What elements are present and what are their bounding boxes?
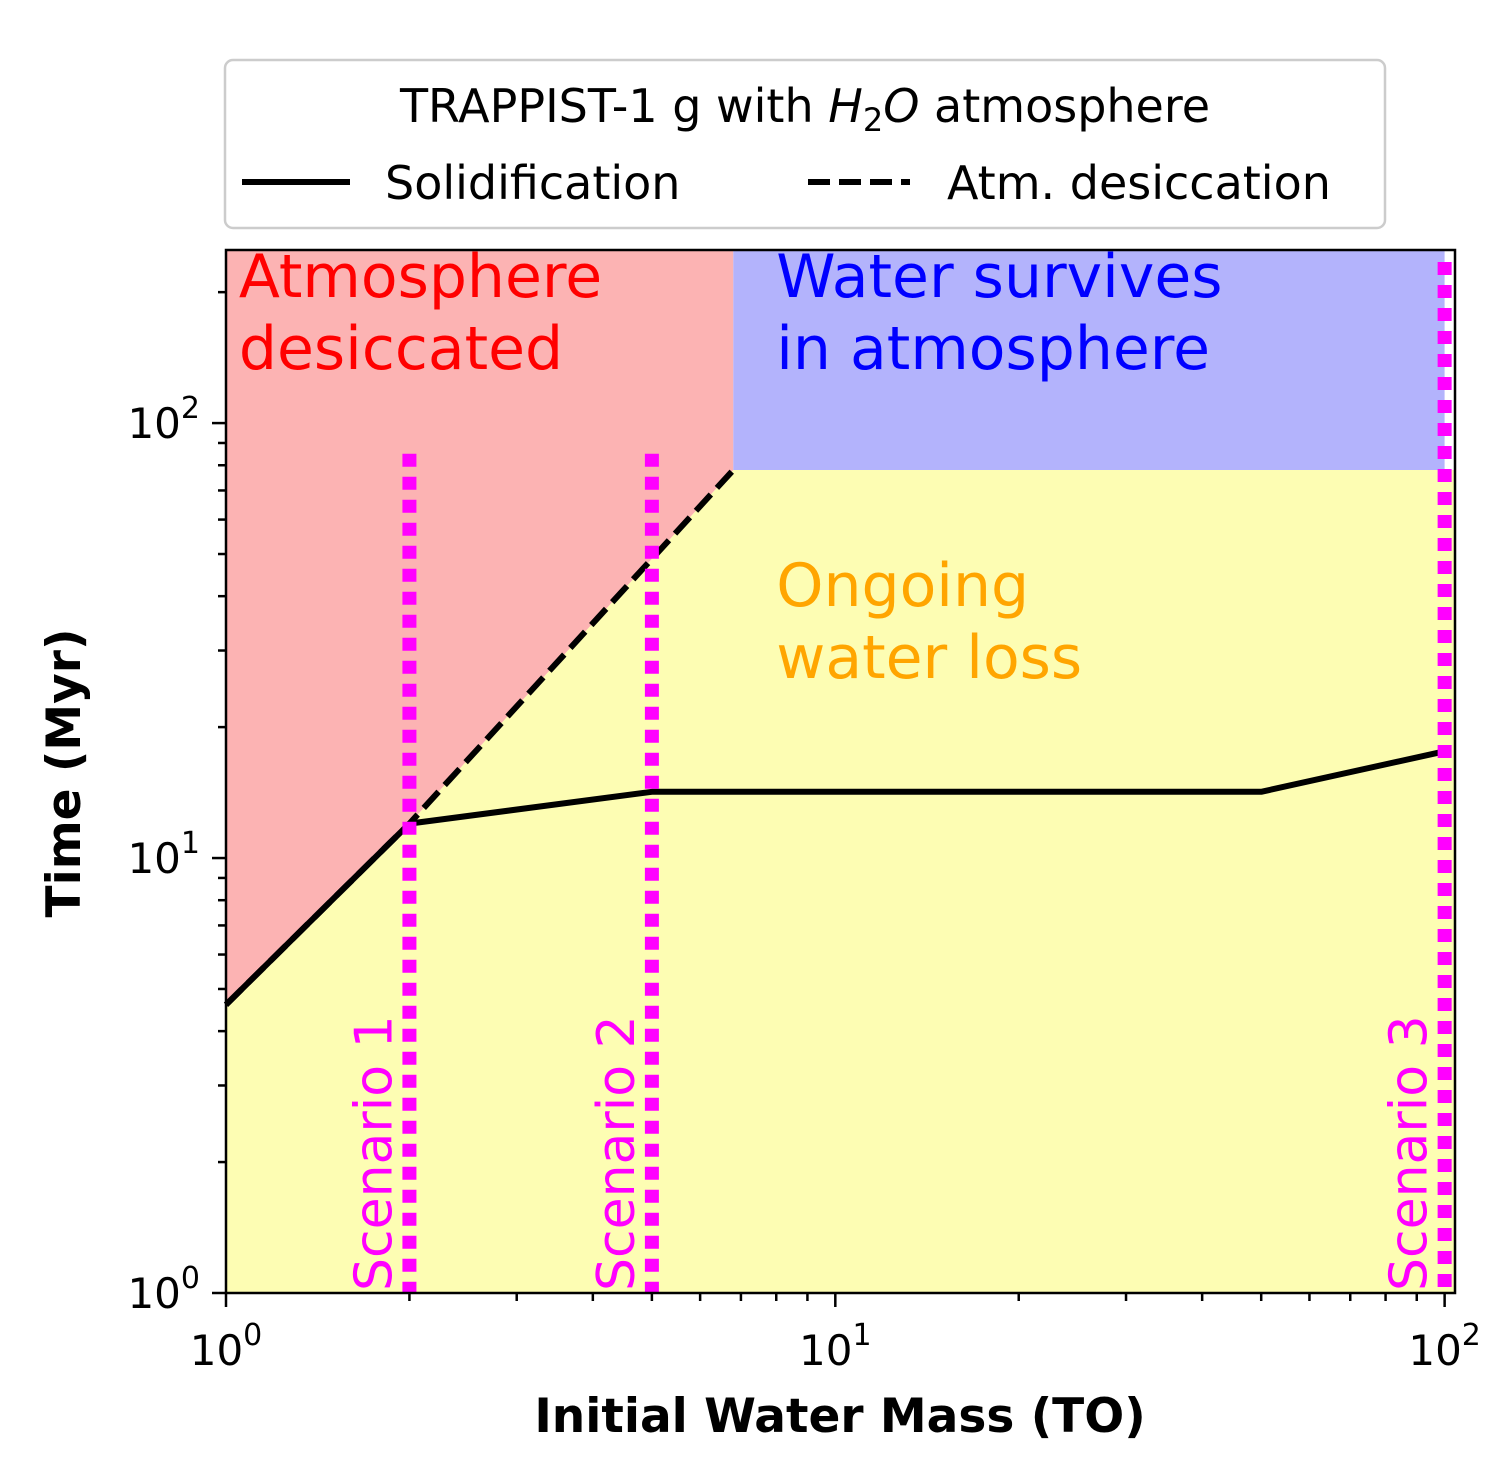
scenario-2-label: Scenario 2	[587, 1015, 647, 1291]
legend-title-math-sub: 2	[863, 101, 883, 139]
y-tick-exp-1: 1	[181, 826, 200, 861]
legend-title-math-h: H	[828, 79, 863, 133]
region-2	[226, 470, 1455, 1293]
region-labels-layer: Atmosphere desiccated Water survives in atm…	[239, 242, 1223, 693]
x-tick-base-1: 10	[799, 1326, 852, 1375]
scenario-1-label: Scenario 1	[344, 1015, 404, 1291]
scenario-3-label: Scenario 3	[1380, 1015, 1440, 1291]
x-tick-exp-2: 2	[1462, 1318, 1481, 1353]
legend-title-post: atmosphere	[919, 79, 1210, 133]
plot-frame	[224, 248, 1457, 1295]
y-tick-exp-2: 2	[181, 391, 200, 426]
x-axis-label: Initial Water Mass (TO)	[534, 1389, 1145, 1444]
y-axis-label: Time (Myr)	[37, 629, 92, 918]
region-label-1-line-1: in atmosphere	[776, 314, 1210, 384]
legend-title: TRAPPIST-1 g with H2O atmosphere	[399, 79, 1210, 139]
y-tick-exp-0: 0	[181, 1261, 200, 1296]
x-tick-label-0: 100	[190, 1318, 263, 1375]
y-tick-label-1: 101	[127, 826, 200, 883]
y-tick-label-2: 102	[127, 391, 200, 448]
y-tick-base-1: 10	[127, 834, 180, 883]
region-label-2: Ongoing water loss	[776, 551, 1082, 693]
legend-entry-solidification: Solidification	[385, 156, 680, 210]
region-label-0-line-1: desiccated	[239, 314, 563, 384]
legend-entry-desiccation: Atm. desiccation	[947, 156, 1331, 210]
legend-box	[223, 58, 1387, 230]
legend-title-math-o: O	[883, 79, 919, 133]
region-label-2-line-1: water loss	[776, 623, 1082, 693]
x-tick-base-2: 10	[1408, 1326, 1461, 1375]
legend-title-pre: TRAPPIST-1 g with	[399, 79, 828, 133]
x-tick-label-1: 101	[799, 1318, 872, 1375]
region-1	[733, 250, 1445, 470]
y-tick-label-0: 100	[127, 1261, 200, 1318]
region-label-1: Water survives in atmosphere	[776, 242, 1222, 384]
x-tick-exp-1: 1	[852, 1318, 871, 1353]
region-label-1-line-0: Water survives	[776, 242, 1222, 312]
legend: TRAPPIST-1 g with H2O atmosphere Solidif…	[223, 58, 1387, 230]
scenarios-layer: Scenario 1 Scenario 2 Scenario 3	[344, 262, 1452, 1293]
x-tick-base-0: 10	[190, 1326, 243, 1375]
region-0	[226, 250, 734, 1005]
x-tick-label-2: 102	[1408, 1318, 1481, 1375]
region-label-0-line-0: Atmosphere	[239, 242, 602, 312]
region-label-0: Atmosphere desiccated	[239, 242, 602, 384]
x-tick-exp-0: 0	[243, 1318, 262, 1353]
y-tick-base-0: 10	[127, 1269, 180, 1318]
region-label-2-line-0: Ongoing	[776, 551, 1029, 621]
regions-layer	[226, 250, 1455, 1293]
y-tick-base-2: 10	[127, 399, 180, 448]
